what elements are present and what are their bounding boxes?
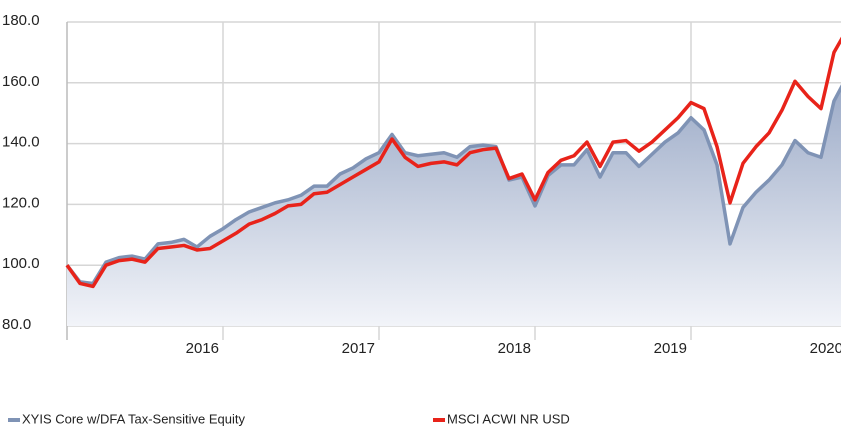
y-tick-label: 120.0 bbox=[2, 194, 40, 211]
y-tick-label: 80.0 bbox=[2, 316, 31, 333]
x-tick-label: 2020 bbox=[810, 340, 841, 357]
y-tick-label: 180.0 bbox=[2, 12, 40, 29]
y-tick-label: 100.0 bbox=[2, 255, 40, 272]
y-tick-label: 160.0 bbox=[2, 73, 40, 90]
line bbox=[65, 36, 841, 289]
x-tick-label: 2016 bbox=[186, 340, 219, 357]
line bbox=[65, 84, 841, 286]
legend-label: XYIS Core w/DFA Tax-Sensitive Equity bbox=[22, 411, 246, 426]
legend-swatch bbox=[8, 418, 20, 422]
x-tick-label: 2017 bbox=[342, 340, 375, 357]
area bbox=[67, 87, 841, 326]
x-tick-label: 2018 bbox=[498, 340, 531, 357]
legend-label: MSCI ACWI NR USD bbox=[447, 411, 570, 426]
x-tick-label: 2019 bbox=[654, 340, 687, 357]
y-tick-label: 140.0 bbox=[2, 134, 40, 151]
legend-swatch bbox=[433, 418, 445, 422]
